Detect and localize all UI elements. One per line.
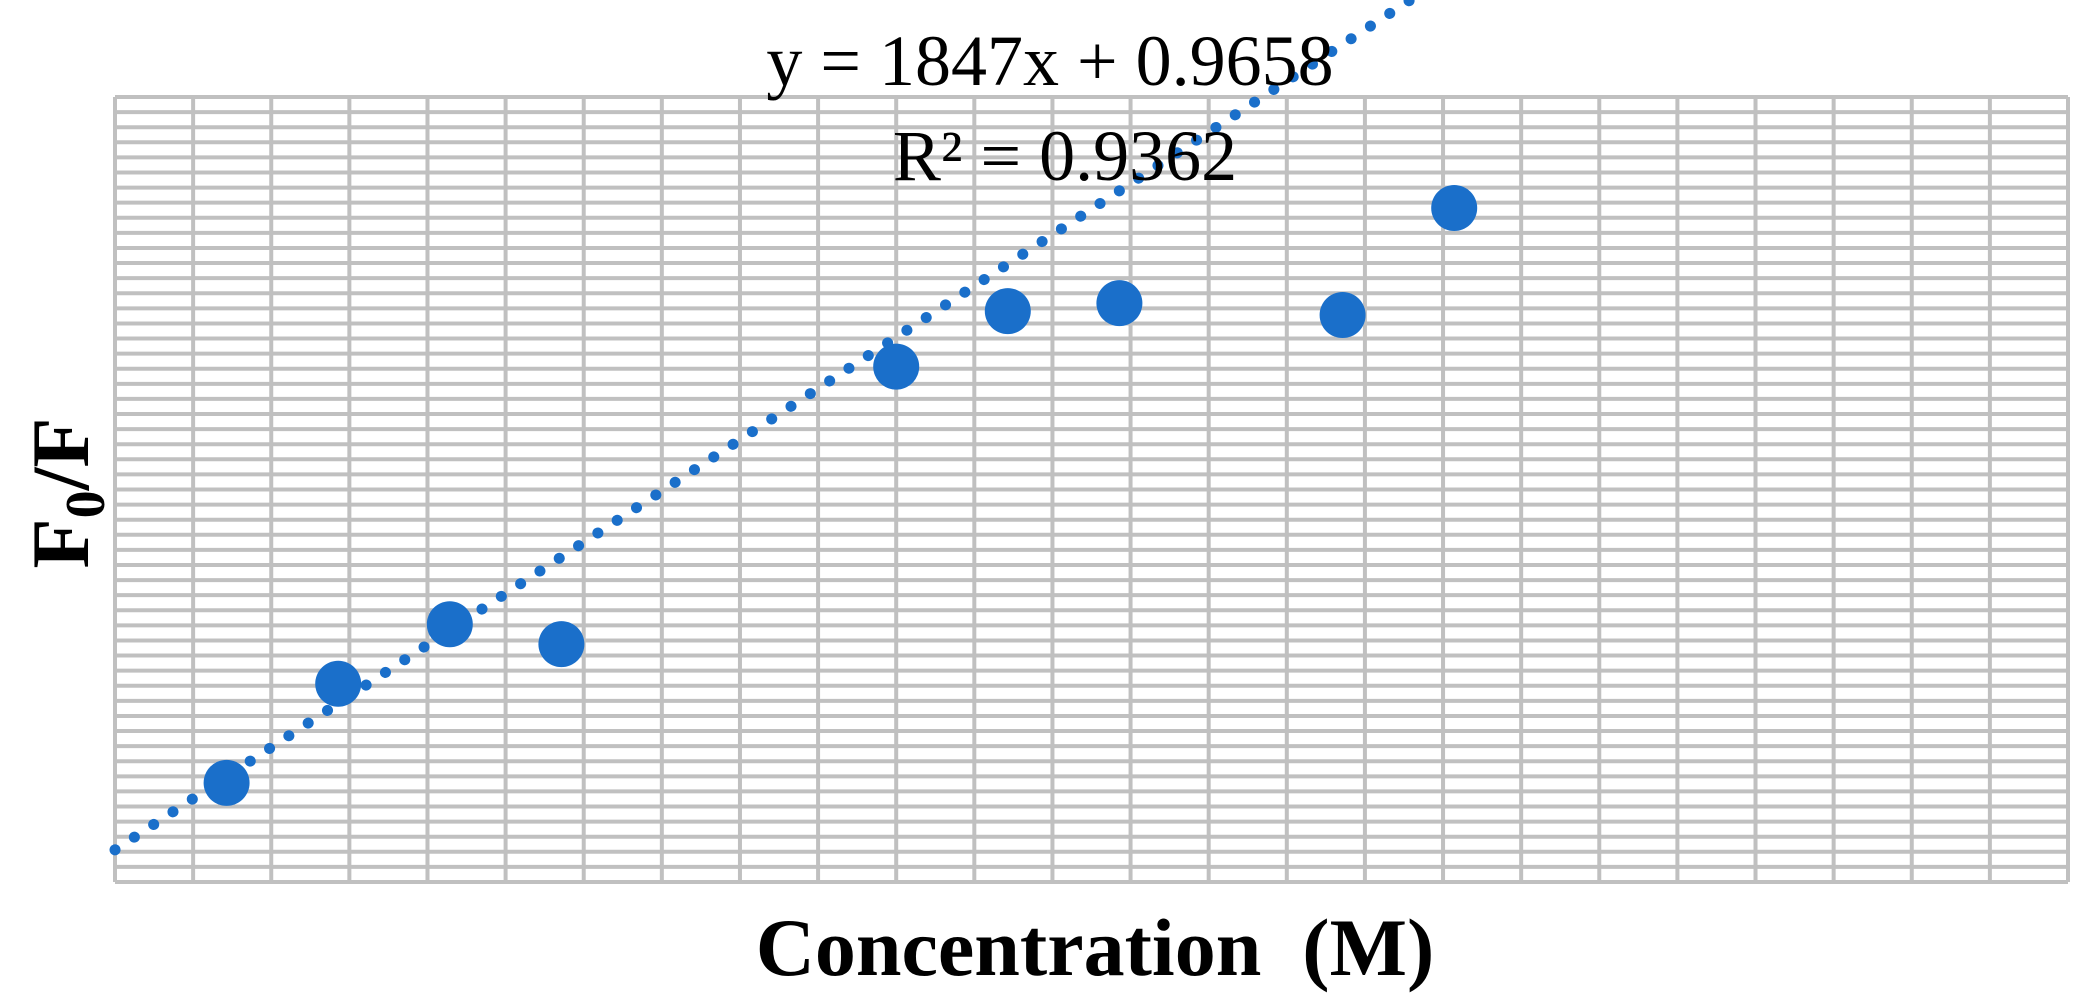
data-point <box>203 759 250 806</box>
y-axis-label: F0/F <box>15 418 117 569</box>
y-axis-label-main: F <box>15 518 106 568</box>
data-point <box>1096 280 1143 327</box>
data-point <box>315 660 362 707</box>
data-point <box>984 288 1031 335</box>
trendline-r-squared: R² = 0.9362 <box>893 116 1237 196</box>
data-point <box>873 343 920 390</box>
data-points <box>203 185 1478 806</box>
x-axis-label: Concentration (M) <box>756 902 1435 993</box>
y-axis-label-tail: /F <box>15 418 106 492</box>
y-axis-label-subscript: 0 <box>55 490 117 518</box>
gridlines <box>113 95 2070 884</box>
data-point <box>1319 292 1366 339</box>
trendline-equation: y = 1847x + 0.9658 <box>766 21 1333 101</box>
data-point <box>538 621 585 668</box>
data-point <box>1431 185 1478 232</box>
data-point <box>426 601 473 648</box>
